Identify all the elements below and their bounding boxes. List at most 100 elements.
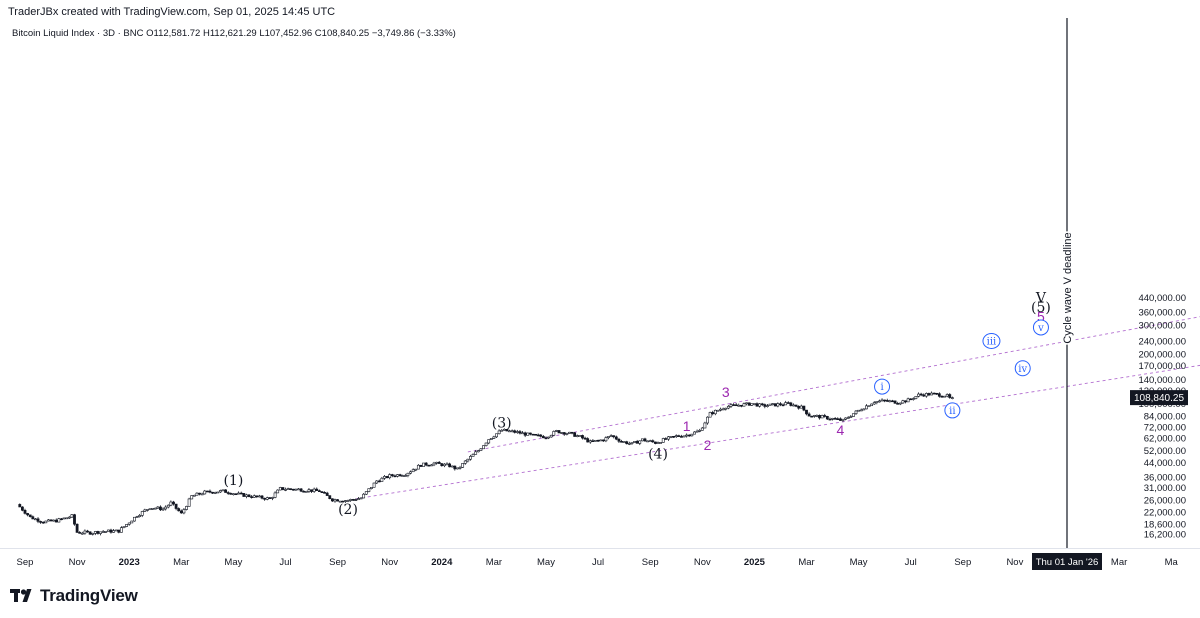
candle-up xyxy=(815,415,819,417)
candle-down xyxy=(328,495,332,500)
y-tick-label: 44,000.00 xyxy=(1144,458,1186,469)
wave-label-1: 1 xyxy=(683,418,691,434)
candle-up xyxy=(383,476,386,479)
candles xyxy=(18,391,954,536)
candle-down xyxy=(781,404,785,407)
y-tick-label: 26,000.00 xyxy=(1144,496,1186,507)
candle-up xyxy=(161,508,165,511)
candle-up xyxy=(695,430,699,433)
candle-up xyxy=(346,500,350,502)
candle-up xyxy=(276,489,280,494)
candle-up xyxy=(667,436,670,440)
candle-up xyxy=(721,408,725,411)
candle-up xyxy=(106,529,110,532)
candle-up xyxy=(221,489,225,492)
candle-up xyxy=(429,464,433,467)
candle-up xyxy=(195,492,199,496)
candle-up xyxy=(151,508,155,510)
candle-up xyxy=(364,491,368,495)
candle-up xyxy=(492,436,496,439)
candle-down xyxy=(789,402,793,406)
candle-up xyxy=(713,409,717,415)
candle-up xyxy=(166,504,170,508)
candle-up xyxy=(104,531,108,533)
candle-up xyxy=(125,524,128,527)
candle-down xyxy=(539,434,543,437)
candle-up xyxy=(91,533,95,535)
candle-up xyxy=(450,465,454,468)
candle-down xyxy=(763,404,767,407)
candle-up xyxy=(258,495,261,498)
candle-down xyxy=(677,435,681,437)
candle-up xyxy=(560,432,564,434)
candle-up xyxy=(380,477,384,482)
candle-up xyxy=(252,495,256,498)
candle-down xyxy=(513,430,517,433)
candle-up xyxy=(435,461,438,464)
y-tick-label: 36,000.00 xyxy=(1144,472,1186,483)
candle-up xyxy=(706,416,709,424)
x-highlight-tag xyxy=(1032,553,1102,570)
candle-down xyxy=(625,441,629,445)
candle-up xyxy=(83,530,87,534)
candle-up xyxy=(630,442,634,444)
candle-up xyxy=(34,518,37,521)
y-tick-label: 62,000.00 xyxy=(1144,433,1186,444)
candle-up xyxy=(729,404,733,407)
candle-down xyxy=(937,393,941,397)
candle-down xyxy=(263,497,267,500)
candle-up xyxy=(726,406,730,409)
tradingview-brand[interactable]: TradingView xyxy=(10,585,138,607)
channel-line-lower xyxy=(355,364,1200,500)
x-tick-label: Nov xyxy=(1006,557,1023,568)
candle-up xyxy=(135,516,139,518)
candle-up xyxy=(245,494,248,497)
candle-down xyxy=(109,529,113,533)
candle-up xyxy=(659,442,663,444)
candle-down xyxy=(573,432,577,437)
candle-down xyxy=(534,433,537,436)
symbol-ohlc-line: Bitcoin Liquid Index · 3D · BNC O112,581… xyxy=(12,28,456,39)
candle-up xyxy=(143,509,147,512)
candle-up xyxy=(190,495,194,500)
candle-down xyxy=(909,398,913,401)
candle-down xyxy=(732,404,735,406)
candle-down xyxy=(805,409,808,415)
x-tick-label: Ma xyxy=(1165,557,1179,568)
candle-down xyxy=(224,489,227,493)
candle-up xyxy=(594,439,597,442)
y-tick-label: 440,000.00 xyxy=(1138,293,1186,304)
candle-up xyxy=(776,403,780,407)
candle-up xyxy=(185,506,188,510)
y-tick-label: 140,000.00 xyxy=(1138,375,1186,386)
candle-down xyxy=(88,531,92,535)
candle-down xyxy=(833,418,837,420)
deadline-group: Cycle wave V deadline xyxy=(1061,18,1075,548)
x-tick-label: Sep xyxy=(17,557,34,568)
y-tick-label: 170,000.00 xyxy=(1138,361,1186,372)
tradingview-logo-icon xyxy=(10,589,32,602)
candle-up xyxy=(414,468,418,471)
candle-up xyxy=(271,497,274,499)
candle-down xyxy=(250,496,254,498)
candle-up xyxy=(609,435,613,437)
candle-up xyxy=(497,430,501,435)
candle-up xyxy=(312,488,316,492)
candle-up xyxy=(865,405,868,410)
candle-up xyxy=(471,454,475,457)
candle-down xyxy=(268,497,272,499)
candle-up xyxy=(232,493,235,496)
candle-down xyxy=(174,503,178,509)
candle-up xyxy=(768,403,772,406)
candle-down xyxy=(49,519,53,522)
candle-up xyxy=(901,400,905,404)
candle-down xyxy=(255,495,259,498)
x-tick-label: Jul xyxy=(279,557,291,568)
candle-up xyxy=(698,430,702,432)
candle-down xyxy=(794,404,798,407)
candle-up xyxy=(870,403,874,407)
candle-down xyxy=(341,500,345,503)
candle-up xyxy=(737,404,741,407)
candle-up xyxy=(357,498,360,501)
